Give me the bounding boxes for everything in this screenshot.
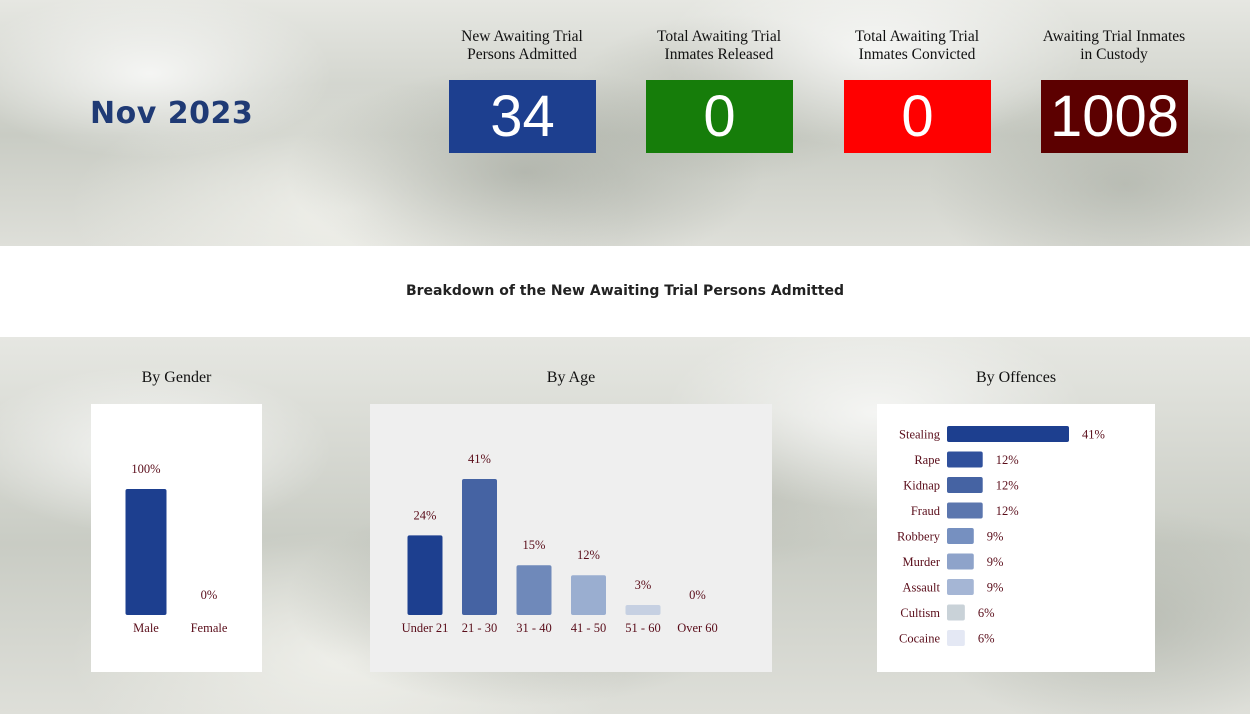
kpi-label-line2: Inmates Released	[664, 46, 774, 63]
data-label: 9%	[987, 555, 1004, 569]
bar	[947, 630, 965, 646]
age-chart-title: By Age	[546, 369, 596, 386]
breakdown-band	[0, 246, 1250, 337]
data-label: 9%	[987, 530, 1004, 544]
kpi-label-line1: Total Awaiting Trial	[656, 28, 782, 45]
kpi-label: Total Awaiting Trial Inmates Convicted	[827, 28, 1007, 64]
bar	[947, 477, 983, 493]
category-label: 21 - 30	[462, 621, 497, 635]
category-label: 31 - 40	[516, 621, 551, 635]
kpi-label-line1: Awaiting Trial Inmates	[1042, 28, 1186, 45]
category-label: Rape	[914, 453, 940, 467]
bar	[947, 502, 983, 519]
data-label: 100%	[131, 462, 160, 476]
offences-chart: Stealing 41% Rape 12% Kidnap 12% Fraud 12% Robbe…	[877, 404, 1155, 672]
data-label: 6%	[978, 606, 995, 620]
breakdown-title: Breakdown of the New Awaiting Trial Pers…	[405, 283, 844, 299]
kpi-label-line2: Persons Admitted	[467, 46, 577, 63]
data-label: 0%	[201, 588, 218, 602]
category-label: Over 60	[677, 621, 718, 635]
data-label: 15%	[523, 538, 546, 552]
bar	[571, 575, 606, 615]
kpi-label: Total Awaiting Trial Inmates Released	[629, 28, 809, 64]
bar	[625, 605, 661, 615]
bar	[947, 528, 974, 544]
data-label: 0%	[689, 588, 706, 602]
gender-chart-svg: 100% Male 0% Female	[125, 462, 228, 635]
bar	[462, 479, 497, 615]
category-label: Murder	[903, 555, 941, 569]
data-label: 41%	[1082, 428, 1105, 442]
bar	[947, 553, 974, 570]
bar	[947, 451, 983, 468]
bar	[947, 604, 965, 621]
age-chart-svg: 24% Under 21 41% 21 - 30 15% 31 - 40 12% 41 - 5…	[402, 452, 718, 635]
bar	[947, 426, 1069, 442]
data-label: 12%	[996, 453, 1019, 467]
category-label: 41 - 50	[571, 621, 606, 635]
gender-chart: 100% Male 0% Female	[91, 404, 262, 672]
category-label: Fraud	[911, 504, 941, 518]
data-label: 12%	[577, 548, 600, 562]
category-label: Male	[133, 621, 159, 635]
category-label: Robbery	[897, 530, 941, 544]
kpi-value: 34	[449, 80, 596, 153]
kpi-value: 0	[646, 80, 793, 153]
offences-chart-svg: Stealing 41% Rape 12% Kidnap 12% Fraud 12% Robbe…	[897, 426, 1105, 646]
data-label: 12%	[996, 504, 1019, 518]
category-label: Kidnap	[903, 479, 940, 493]
data-label: 6%	[978, 632, 995, 646]
bar	[947, 579, 974, 595]
kpi-label-line2: in Custody	[1080, 46, 1148, 63]
category-label: Stealing	[899, 428, 941, 442]
bar	[407, 535, 443, 615]
category-label: Under 21	[402, 621, 449, 635]
data-label: 3%	[635, 578, 652, 592]
kpi-value: 1008	[1041, 80, 1188, 153]
category-label: Cocaine	[899, 632, 940, 646]
bar	[125, 489, 167, 615]
kpi-value: 0	[844, 80, 991, 153]
kpi-label: Awaiting Trial Inmates in Custody	[1024, 28, 1204, 64]
period-label: Nov 2023	[90, 96, 254, 131]
age-chart: 24% Under 21 41% 21 - 30 15% 31 - 40 12% 41 - 5…	[370, 404, 772, 672]
data-label: 24%	[414, 508, 437, 522]
kpi-label-line1: Total Awaiting Trial	[854, 28, 980, 45]
data-label: 41%	[468, 452, 491, 466]
offences-chart-title: By Offences	[975, 369, 1057, 386]
category-label: Cultism	[900, 606, 940, 620]
data-label: 9%	[987, 581, 1004, 595]
bar	[516, 565, 552, 615]
kpi-label: New Awaiting Trial Persons Admitted	[432, 28, 612, 64]
data-label: 12%	[996, 479, 1019, 493]
kpi-label-line1: New Awaiting Trial	[461, 28, 583, 45]
category-label: Female	[191, 621, 228, 635]
kpi-label-line2: Inmates Convicted	[858, 46, 976, 63]
gender-chart-title: By Gender	[141, 369, 212, 386]
category-label: 51 - 60	[625, 621, 660, 635]
category-label: Assault	[903, 581, 941, 595]
